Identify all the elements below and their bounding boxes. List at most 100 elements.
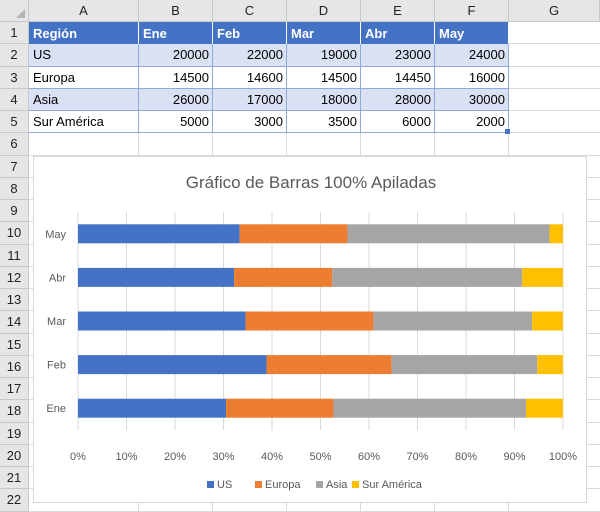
bar-feb-us	[78, 355, 267, 375]
bar-may-asia	[347, 224, 550, 244]
bar-ene-us	[78, 398, 227, 418]
y-category-label: Mar	[47, 316, 66, 328]
table-cell[interactable]: 2000	[435, 111, 509, 134]
table-cell[interactable]: 24000	[435, 44, 509, 67]
grid-line-horizontal	[29, 510, 600, 512]
y-category-label: Feb	[47, 360, 66, 372]
column-header-c[interactable]: C	[213, 0, 287, 22]
table-cell[interactable]: 28000	[361, 88, 435, 111]
bar-mar-us	[78, 311, 246, 331]
row-header-19[interactable]: 19	[0, 422, 29, 445]
table-header-cell[interactable]: Ene	[139, 22, 213, 45]
column-header-a[interactable]: A	[29, 0, 139, 22]
column-header-b[interactable]: B	[139, 0, 213, 22]
fill-handle[interactable]	[505, 129, 510, 134]
row-header-11[interactable]: 11	[0, 244, 29, 267]
bar-abr-asia	[332, 267, 523, 287]
table-header-cell[interactable]: Feb	[213, 22, 287, 45]
bar-ene-europa	[226, 398, 334, 418]
x-tick-label: 100%	[549, 451, 577, 463]
row-header-4[interactable]: 4	[0, 88, 29, 111]
x-tick-label: 70%	[406, 451, 428, 463]
table-cell[interactable]: 3500	[287, 111, 361, 134]
table-cell[interactable]: 5000	[139, 111, 213, 134]
table-cell[interactable]: 26000	[139, 88, 213, 111]
row-header-8[interactable]: 8	[0, 177, 29, 200]
row-header-12[interactable]: 12	[0, 266, 29, 289]
bar-chart: Gráfico de Barras 100% Apiladas 0% 10% 20%…	[45, 173, 577, 491]
row-header-22[interactable]: 22	[0, 489, 29, 512]
grid-line-horizontal	[29, 154, 600, 156]
column-header-e[interactable]: E	[361, 0, 435, 22]
bar-abr-us	[78, 267, 235, 287]
table-cell[interactable]: 14600	[213, 66, 287, 89]
y-category-label: May	[45, 229, 66, 241]
bar-ene-asia	[333, 398, 526, 418]
row-header-13[interactable]: 13	[0, 289, 29, 312]
table-cell[interactable]: 22000	[213, 44, 287, 67]
row-header-15[interactable]: 15	[0, 333, 29, 356]
bar-mar-sur-américa	[532, 311, 563, 331]
row-header-6[interactable]: 6	[0, 133, 29, 156]
table-cell[interactable]: 23000	[361, 44, 435, 67]
column-header-g[interactable]: G	[509, 0, 600, 22]
table-cell[interactable]: 19000	[287, 44, 361, 67]
table-cell[interactable]: 14450	[361, 66, 435, 89]
row-header-16[interactable]: 16	[0, 355, 29, 378]
table-cell[interactable]: 20000	[139, 44, 213, 67]
x-tick-label: 0%	[70, 451, 86, 463]
legend-swatch	[316, 481, 323, 488]
bar-mar-asia	[373, 311, 533, 331]
bar-feb-europa	[266, 355, 392, 375]
table-cell[interactable]: US	[29, 44, 139, 67]
row-header-17[interactable]: 17	[0, 378, 29, 401]
row-header-14[interactable]: 14	[0, 311, 29, 334]
legend-label: US	[217, 479, 232, 491]
bar-feb-asia	[391, 355, 538, 375]
legend-label: Europa	[265, 479, 301, 491]
bar-may-us	[78, 224, 240, 244]
table-cell[interactable]: Sur América	[29, 111, 139, 134]
table-cell[interactable]: Asia	[29, 88, 139, 111]
y-category-label: Ene	[46, 403, 66, 415]
bar-abr-europa	[234, 267, 333, 287]
table-header-cell[interactable]: May	[435, 22, 509, 45]
table-header-cell[interactable]: Abr	[361, 22, 435, 45]
row-header-10[interactable]: 10	[0, 222, 29, 245]
x-tick-label: 90%	[503, 451, 525, 463]
table-cell[interactable]: 16000	[435, 66, 509, 89]
x-tick-label: 40%	[261, 451, 283, 463]
row-header-3[interactable]: 3	[0, 66, 29, 89]
y-category-label: Abr	[49, 272, 66, 284]
row-header-9[interactable]: 9	[0, 200, 29, 223]
column-header-d[interactable]: D	[287, 0, 361, 22]
table-cell[interactable]: 14500	[287, 66, 361, 89]
x-tick-label: 20%	[164, 451, 186, 463]
column-header-f[interactable]: F	[435, 0, 509, 22]
row-header-18[interactable]: 18	[0, 400, 29, 423]
row-header-2[interactable]: 2	[0, 44, 29, 67]
row-header-7[interactable]: 7	[0, 155, 29, 178]
x-tick-label: 30%	[212, 451, 234, 463]
table-cell[interactable]: 3000	[213, 111, 287, 134]
row-header-5[interactable]: 5	[0, 111, 29, 134]
chart-title: Gráfico de Barras 100% Apiladas	[186, 173, 436, 192]
table-cell[interactable]: 14500	[139, 66, 213, 89]
table-header-cell[interactable]: Región	[29, 22, 139, 45]
table-cell[interactable]: 18000	[287, 88, 361, 111]
x-tick-label: 80%	[455, 451, 477, 463]
legend-swatch	[255, 481, 262, 488]
select-all-corner[interactable]	[0, 0, 29, 22]
table-cell[interactable]: 6000	[361, 111, 435, 134]
table-cell[interactable]: 30000	[435, 88, 509, 111]
bar-may-europa	[239, 224, 348, 244]
row-header-1[interactable]: 1	[0, 22, 29, 45]
table-header-cell[interactable]: Mar	[287, 22, 361, 45]
table-cell[interactable]: 17000	[213, 88, 287, 111]
row-header-21[interactable]: 21	[0, 467, 29, 490]
chart-area[interactable]: Gráfico de Barras 100% Apiladas 0% 10% 20%…	[33, 156, 587, 503]
bar-may-sur-américa	[549, 224, 563, 244]
table-cell[interactable]: Europa	[29, 66, 139, 89]
row-header-20[interactable]: 20	[0, 444, 29, 467]
